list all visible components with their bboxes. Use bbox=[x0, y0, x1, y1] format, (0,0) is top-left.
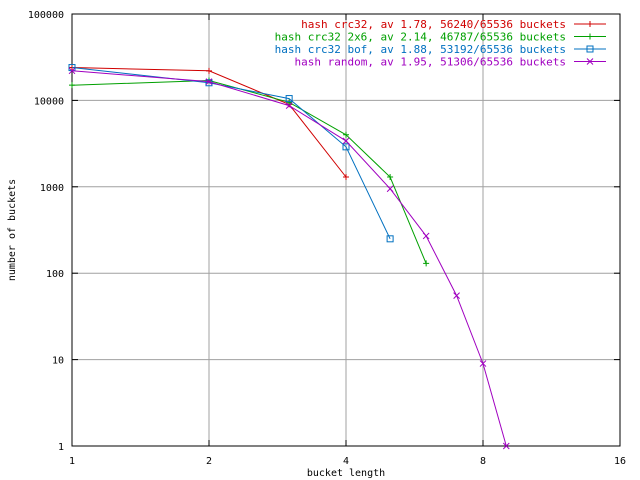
y-axis-title: number of buckets bbox=[7, 179, 18, 281]
x-axis-ticks: 1 2 4 8 16 bbox=[69, 14, 626, 467]
series-line bbox=[71, 67, 391, 240]
y-tick-label: 1 bbox=[58, 442, 64, 453]
grid bbox=[72, 14, 620, 446]
x-axis-title: bucket length bbox=[307, 468, 385, 479]
series-line bbox=[71, 79, 427, 264]
x-tick-label: 8 bbox=[480, 456, 486, 467]
data-point bbox=[387, 173, 394, 180]
legend-entry: hash crc32 bof, av 1.88, 53192/65536 buc… bbox=[275, 43, 606, 56]
y-tick-label: 100000 bbox=[28, 10, 64, 21]
legend-marker bbox=[586, 58, 594, 65]
legend-entry: hash random, av 1.95, 51306/65536 bucket… bbox=[294, 56, 606, 69]
legend-entry: hash crc32 2x6, av 2.14, 46787/65536 buc… bbox=[275, 31, 606, 44]
data-point bbox=[422, 232, 430, 240]
series-line bbox=[71, 70, 507, 447]
y-tick-label: 1000 bbox=[40, 183, 64, 194]
data-point bbox=[205, 78, 213, 85]
data-point bbox=[343, 173, 349, 180]
legend-label: hash crc32, av 1.78, 56240/65536 buckets bbox=[301, 18, 566, 31]
x-tick-label: 16 bbox=[614, 456, 626, 467]
data-point bbox=[285, 95, 293, 103]
legend-entry: hash crc32, av 1.78, 56240/65536 buckets bbox=[301, 18, 606, 31]
legend-marker bbox=[586, 45, 594, 53]
x-tick-label: 2 bbox=[206, 456, 212, 467]
y-tick-label: 10 bbox=[52, 356, 64, 367]
legend-marker bbox=[587, 21, 593, 27]
legend-marker bbox=[587, 33, 593, 40]
data-point bbox=[453, 292, 460, 299]
series-3 bbox=[68, 64, 394, 243]
data-point bbox=[502, 442, 510, 450]
data-point bbox=[68, 67, 76, 75]
data-point bbox=[342, 143, 350, 151]
data-point bbox=[479, 360, 487, 367]
legend: hash crc32, av 1.78, 56240/65536 buckets… bbox=[275, 18, 606, 69]
legend-label: hash crc32 bof, av 1.88, 53192/65536 buc… bbox=[275, 43, 566, 56]
data-point bbox=[69, 82, 75, 89]
series-line bbox=[71, 67, 347, 178]
data-point bbox=[386, 235, 394, 243]
data-point bbox=[386, 185, 394, 193]
data-point bbox=[423, 260, 430, 267]
y-axis-ticks: 1 10 100 1000 10000 100000 bbox=[28, 10, 620, 453]
x-tick-label: 1 bbox=[69, 456, 75, 467]
legend-label: hash random, av 1.95, 51306/65536 bucket… bbox=[294, 56, 566, 69]
y-tick-label: 100 bbox=[46, 269, 64, 280]
legend-label: hash crc32 2x6, av 2.14, 46787/65536 buc… bbox=[275, 31, 566, 44]
series-layer bbox=[68, 64, 510, 450]
data-point bbox=[206, 67, 212, 74]
data-point bbox=[286, 99, 293, 106]
data-point bbox=[342, 137, 350, 145]
data-point bbox=[343, 131, 349, 138]
series-4 bbox=[68, 67, 510, 450]
data-point bbox=[285, 102, 293, 109]
y-tick-label: 10000 bbox=[34, 96, 64, 107]
x-tick-label: 4 bbox=[343, 456, 349, 467]
